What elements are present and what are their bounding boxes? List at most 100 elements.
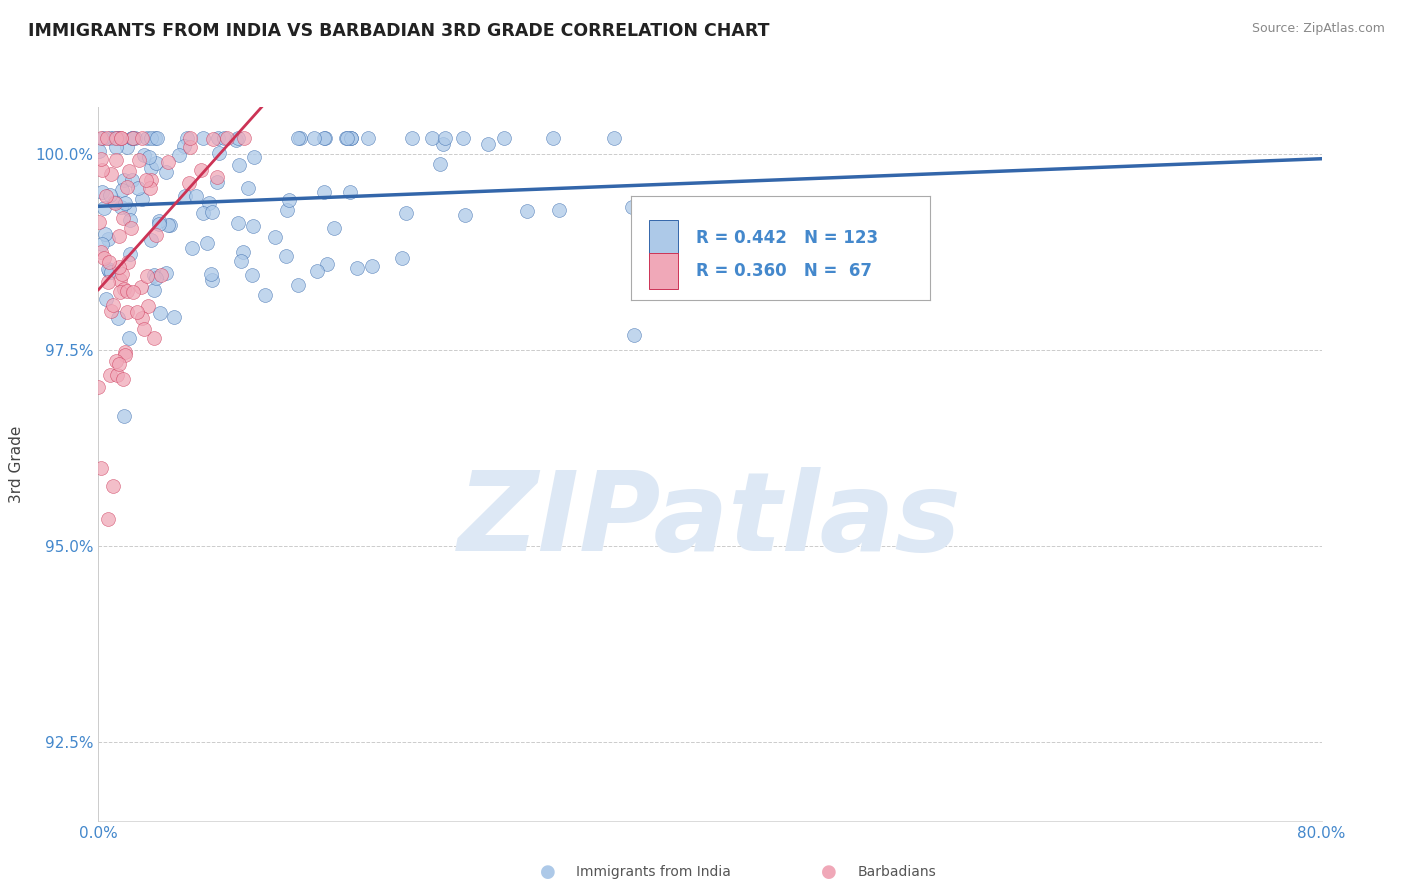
Point: [156, 155, 179, 169]
Point: [97, 255, 120, 269]
Text: ●: ●: [540, 863, 555, 881]
Point: [240, 268, 263, 282]
Point: [131, 192, 153, 206]
Point: [312, 131, 335, 145]
Point: [155, 164, 177, 178]
Point: [143, 268, 166, 282]
Point: [198, 195, 221, 210]
Point: [97, 264, 120, 278]
Point: [89, 145, 111, 159]
Point: [136, 268, 159, 283]
Point: [208, 145, 231, 160]
Point: [195, 235, 218, 250]
Point: [118, 164, 141, 178]
Point: [125, 304, 148, 318]
Point: [177, 176, 200, 190]
Point: [307, 264, 329, 278]
Point: [138, 151, 160, 165]
Point: [127, 181, 149, 195]
Point: [135, 131, 157, 145]
Point: [107, 131, 129, 145]
Point: [110, 272, 132, 286]
Point: [91, 162, 114, 177]
Point: [336, 131, 359, 145]
Point: [118, 212, 141, 227]
Point: [205, 174, 228, 188]
Point: [139, 233, 162, 247]
Point: [357, 131, 380, 145]
Text: Source: ZipAtlas.com: Source: ZipAtlas.com: [1251, 22, 1385, 36]
Point: [90, 244, 112, 259]
Point: [108, 260, 131, 274]
Point: [105, 131, 128, 145]
Point: [155, 266, 177, 280]
Point: [97, 261, 120, 276]
Point: [111, 267, 134, 281]
Point: [110, 200, 132, 214]
Point: [541, 131, 564, 145]
Point: [97, 232, 120, 246]
Point: [190, 163, 212, 178]
Point: [149, 268, 172, 282]
Point: [118, 202, 141, 216]
Point: [149, 305, 172, 319]
Point: [101, 131, 124, 145]
Point: [89, 152, 111, 166]
Point: [91, 237, 114, 252]
Point: [340, 131, 363, 145]
Point: [494, 131, 516, 145]
Point: [276, 203, 298, 218]
Point: [179, 131, 201, 145]
Point: [114, 348, 136, 362]
Point: [335, 131, 357, 145]
Point: [148, 214, 170, 228]
Point: [143, 331, 166, 345]
Point: [145, 156, 167, 170]
Point: [167, 147, 190, 161]
Point: [107, 357, 129, 371]
Point: [432, 137, 454, 152]
Point: [105, 131, 128, 145]
Point: [287, 131, 309, 145]
Point: [200, 204, 222, 219]
Text: ZIPatlas: ZIPatlas: [458, 467, 962, 574]
Point: [231, 254, 253, 268]
Point: [159, 218, 181, 232]
Point: [141, 173, 163, 187]
Point: [233, 131, 256, 145]
Point: [395, 205, 418, 219]
Point: [287, 278, 309, 293]
Text: IMMIGRANTS FROM INDIA VS BARBADIAN 3RD GRADE CORRELATION CHART: IMMIGRANTS FROM INDIA VS BARBADIAN 3RD G…: [28, 22, 769, 40]
Point: [202, 132, 225, 146]
Point: [101, 298, 124, 312]
Text: R = 0.442   N = 123: R = 0.442 N = 123: [696, 228, 879, 246]
Point: [263, 230, 285, 244]
Point: [100, 265, 122, 279]
Point: [104, 153, 127, 167]
Point: [145, 131, 167, 145]
Point: [108, 228, 131, 243]
Point: [114, 196, 136, 211]
Point: [340, 131, 363, 145]
Point: [87, 380, 110, 394]
Point: [121, 285, 143, 299]
Point: [346, 260, 368, 275]
Point: [112, 409, 135, 423]
Point: [96, 131, 118, 145]
Point: [302, 131, 325, 145]
Point: [90, 131, 112, 145]
Point: [141, 161, 163, 176]
Point: [339, 185, 361, 199]
Point: [163, 310, 186, 325]
Point: [100, 304, 122, 318]
Point: [120, 221, 142, 235]
Point: [360, 259, 382, 273]
Point: [145, 227, 167, 242]
Point: [129, 279, 152, 293]
Point: [90, 185, 112, 199]
Point: [104, 140, 127, 154]
Point: [107, 311, 129, 326]
Point: [104, 195, 127, 210]
Point: [98, 368, 121, 383]
Point: [122, 131, 145, 145]
